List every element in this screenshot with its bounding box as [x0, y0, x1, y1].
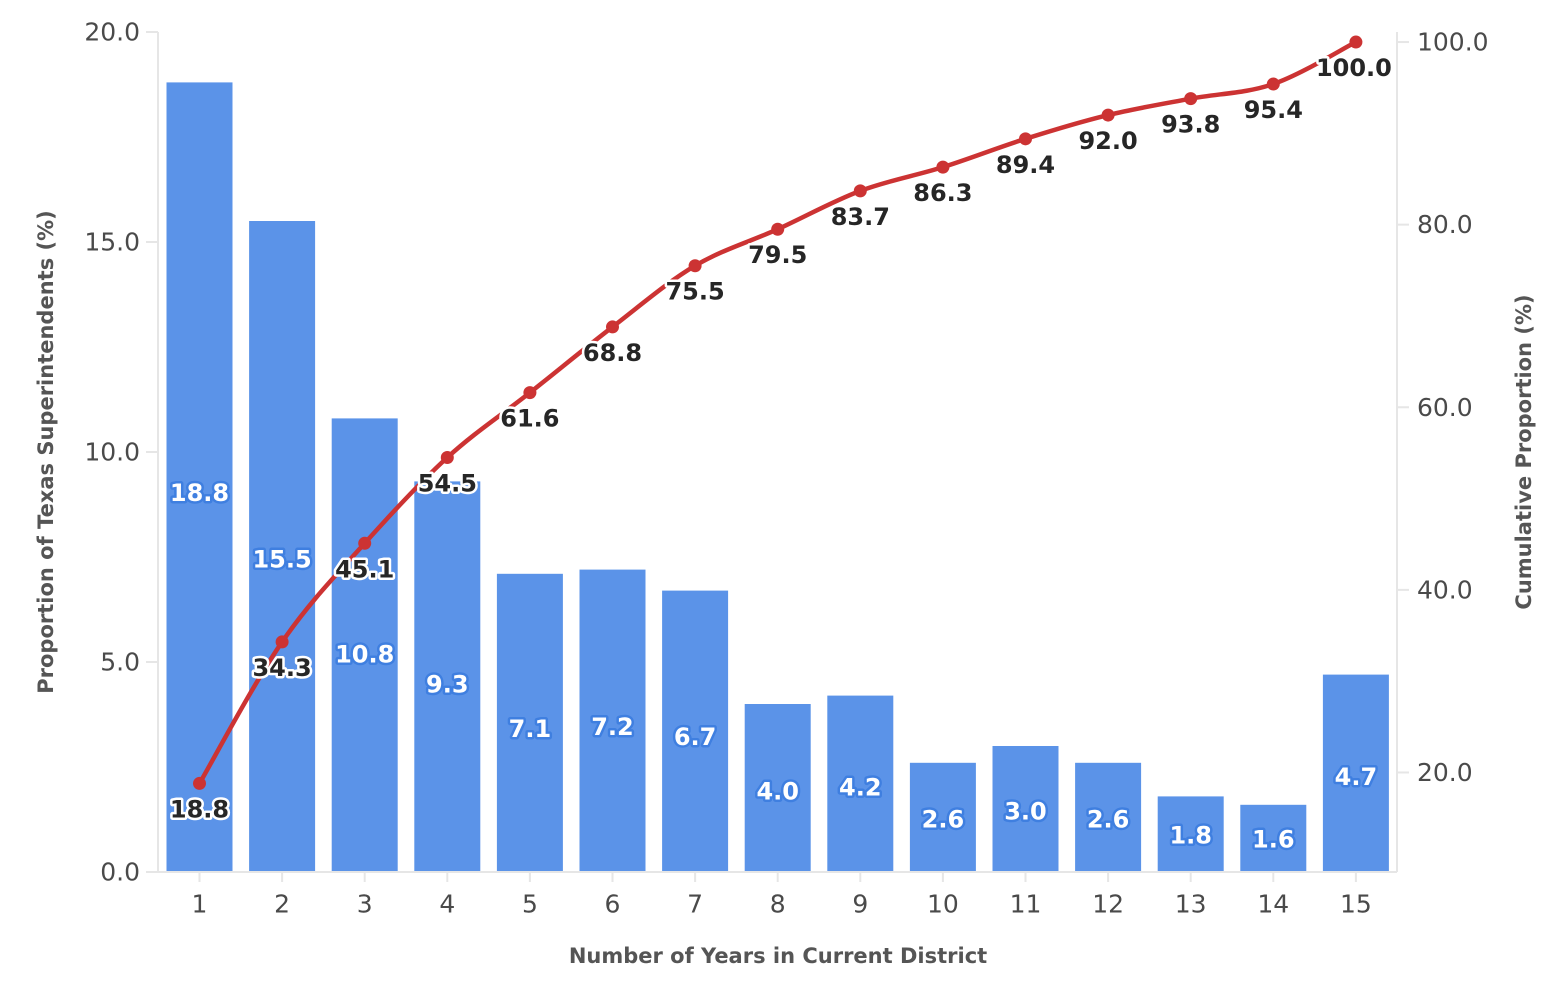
bar-value-label: 18.8	[170, 479, 229, 507]
bar-12	[1075, 762, 1142, 872]
x-tick-label: 8	[770, 890, 786, 919]
cumulative-value-label: 34.3	[252, 654, 311, 682]
bars-layer	[166, 82, 1389, 872]
y2-axis-title: Cumulative Proportion (%)	[1512, 294, 1536, 609]
cumulative-point-9	[853, 184, 867, 198]
x-tick-label: 11	[1010, 890, 1042, 919]
cumulative-value-label: 54.5	[418, 469, 477, 497]
bar-11	[992, 746, 1059, 872]
bar-5	[496, 573, 563, 872]
bar-value-label: 6.7	[674, 723, 717, 751]
bar-value-label: 2.6	[922, 806, 965, 834]
axes-layer: 0.05.010.015.020.020.040.060.080.0100.01…	[84, 18, 1488, 919]
cumulative-value-label: 83.7	[831, 203, 890, 231]
cumulative-point-7	[688, 259, 702, 273]
cumulative-value-label: 86.3	[913, 179, 972, 207]
bar-2	[249, 221, 316, 872]
cumulative-line-layer	[193, 35, 1363, 790]
cumulative-value-label: 18.8	[170, 795, 229, 823]
bar-value-label: 4.0	[756, 777, 799, 805]
bar-1	[166, 82, 233, 872]
cumulative-value-label: 100.0	[1316, 54, 1392, 82]
bar-13	[1157, 796, 1224, 872]
bar-value-label: 9.3	[426, 671, 469, 699]
cumulative-value-label: 92.0	[1078, 127, 1137, 155]
cumulative-value-label: 61.6	[500, 405, 559, 433]
y-tick-label: 20.0	[84, 18, 140, 47]
bar-value-label: 4.2	[839, 773, 882, 801]
y2-tick-label: 100.0	[1417, 28, 1489, 57]
bar-labels-layer: 18.8 15.5 10.8 9.3 7.1 7.2 6.7 4.0 4.2 2.6 3.0 2.6 1…	[167, 476, 1379, 856]
bar-value-label: 1.6	[1252, 826, 1295, 854]
x-tick-label: 9	[852, 890, 868, 919]
cumulative-point-4	[440, 450, 454, 464]
bar-value-label: 7.2	[591, 713, 634, 741]
cumulative-point-2	[275, 635, 289, 649]
bar-value-label: 2.6	[1087, 806, 1130, 834]
x-tick-label: 7	[687, 890, 703, 919]
cumulative-value-label: 89.4	[996, 151, 1055, 179]
x-tick-label: 10	[927, 890, 959, 919]
bar-value-label: 4.7	[1335, 763, 1378, 791]
y2-tick-label: 40.0	[1417, 575, 1473, 604]
cumulative-labels-layer: 18.8 34.3 45.1 54.5 61.6 68.8 75.5 79.5 83.7 86.3…	[167, 52, 1394, 826]
bar-10	[909, 762, 976, 872]
y-tick-label: 15.0	[84, 228, 140, 257]
bar-14	[1240, 804, 1307, 872]
cumulative-value-label: 68.8	[583, 339, 642, 367]
cumulative-point-15	[1349, 35, 1363, 49]
cumulative-point-14	[1266, 77, 1280, 91]
cumulative-value-label: 75.5	[665, 278, 724, 306]
cumulative-point-10	[936, 160, 950, 174]
cumulative-value-label: 79.5	[748, 241, 807, 269]
cumulative-point-13	[1184, 92, 1198, 106]
bar-7	[662, 590, 729, 872]
y-axis-title: Proportion of Texas Superintendents (%)	[34, 210, 58, 694]
cumulative-point-12	[1101, 108, 1115, 122]
x-tick-label: 14	[1257, 890, 1289, 919]
bar-9	[827, 695, 894, 872]
y-tick-label: 10.0	[84, 438, 140, 467]
cumulative-point-5	[523, 386, 537, 400]
bar-value-label: 3.0	[1004, 798, 1047, 826]
x-tick-label: 3	[357, 890, 373, 919]
x-tick-label: 5	[522, 890, 538, 919]
bar-value-label: 1.8	[1169, 822, 1212, 850]
cumulative-point-6	[606, 320, 619, 334]
cumulative-value-label: 93.8	[1161, 111, 1220, 139]
bar-value-label: 7.1	[509, 715, 552, 743]
y2-tick-label: 80.0	[1417, 210, 1473, 239]
bar-15	[1322, 674, 1389, 872]
x-tick-label: 2	[274, 890, 290, 919]
x-axis-title: Number of Years in Current District	[569, 944, 987, 968]
bar-6	[579, 569, 646, 872]
x-tick-label: 4	[439, 890, 455, 919]
cumulative-point-1	[193, 776, 206, 790]
cumulative-point-11	[1019, 132, 1032, 146]
x-tick-label: 13	[1175, 890, 1207, 919]
bar-8	[744, 704, 811, 872]
bar-4	[414, 481, 481, 872]
y-tick-label: 0.0	[100, 858, 140, 887]
y-tick-label: 5.0	[100, 648, 140, 677]
x-tick-label: 12	[1092, 890, 1124, 919]
cumulative-point-3	[358, 536, 372, 550]
y2-tick-label: 60.0	[1417, 393, 1473, 422]
x-tick-label: 1	[192, 890, 208, 919]
cumulative-value-label: 95.4	[1244, 96, 1303, 124]
bar-value-label: 15.5	[252, 546, 311, 574]
cumulative-value-label: 45.1	[335, 555, 394, 583]
x-tick-label: 15	[1340, 890, 1372, 919]
y2-tick-label: 20.0	[1417, 758, 1473, 787]
bar-value-label: 10.8	[335, 640, 394, 668]
x-tick-label: 6	[605, 890, 621, 919]
cumulative-point-8	[771, 222, 785, 236]
bar-3	[331, 418, 398, 872]
